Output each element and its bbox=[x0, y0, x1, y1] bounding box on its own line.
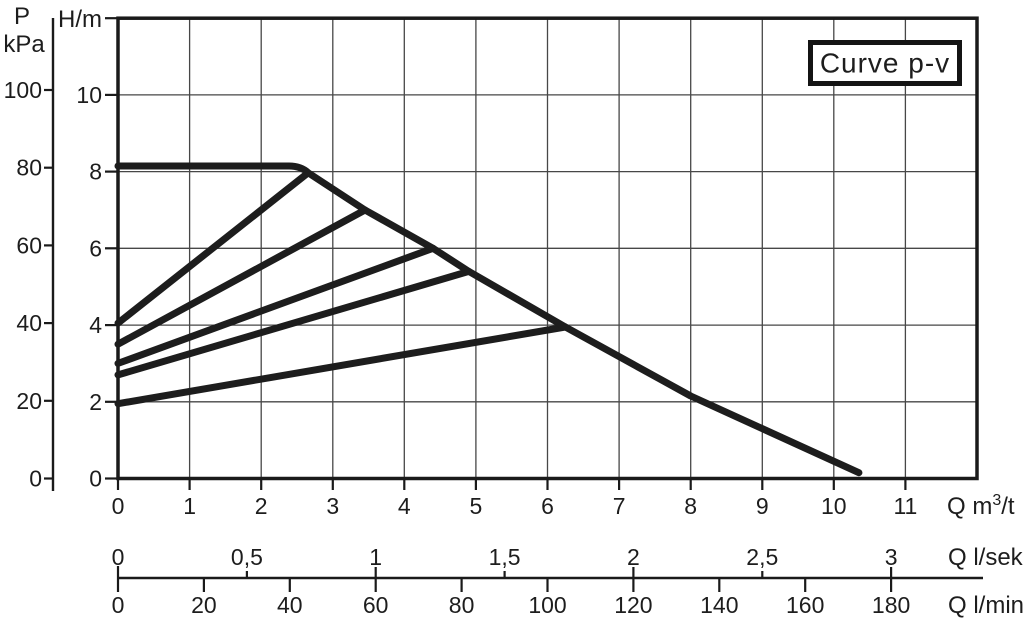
flow-m3h-tick-label: 6 bbox=[541, 493, 554, 519]
flow-lmin-tick-label: 60 bbox=[363, 592, 389, 618]
flow-m3h-tick-label: 3 bbox=[326, 493, 339, 519]
flow-lmin-tick-label: 160 bbox=[786, 592, 824, 618]
legend-box bbox=[808, 40, 962, 86]
pressure-axis-letter: P bbox=[14, 3, 30, 30]
flow-m3h-tick-label: 7 bbox=[613, 493, 626, 519]
flow-ls-tick-label: 1 bbox=[369, 544, 382, 570]
flow-ls-tick-label: 3 bbox=[885, 544, 898, 570]
flow-ls-tick-label: 0 bbox=[112, 544, 125, 570]
head-tick-label: 8 bbox=[89, 159, 102, 185]
flow-m3h-axis: 0 1 2 3 4 5 6 7 8 9 10 11 Q m3/t bbox=[112, 480, 1015, 520]
pv-control-curve-4 bbox=[114, 267, 473, 379]
flow-lmin-tick-label: 80 bbox=[449, 592, 475, 618]
flow-m3h-tick-label: 4 bbox=[398, 493, 411, 519]
flow-ls-tick-label: 0,5 bbox=[231, 544, 263, 570]
head-tick-label: 10 bbox=[76, 82, 102, 108]
flow-lmin-tick-label: 100 bbox=[528, 592, 566, 618]
pump-curves bbox=[114, 162, 863, 477]
legend-label: Curve p-v bbox=[820, 48, 950, 79]
flow-lmin-tick-label: 180 bbox=[872, 592, 910, 618]
flow-m3h-tick-label: 10 bbox=[821, 493, 847, 519]
pressure-tick-label: 80 bbox=[16, 155, 42, 181]
pv-control-curve-2 bbox=[114, 206, 369, 348]
pressure-axis: P kPa 0 20 40 60 80 100 bbox=[3, 3, 55, 492]
pressure-tick-label: 40 bbox=[16, 310, 42, 336]
head-tick-label: 0 bbox=[89, 466, 102, 492]
pressure-tick-label: 20 bbox=[16, 388, 42, 414]
head-tick-label: 6 bbox=[89, 235, 102, 261]
flow-m3h-tick-label: 11 bbox=[893, 493, 917, 519]
pressure-tick-label: 0 bbox=[29, 466, 42, 492]
flow-m3h-tick-label: 8 bbox=[684, 493, 697, 519]
flow-m3h-tick-label: 0 bbox=[112, 493, 125, 519]
horizontal-gridlines bbox=[118, 94, 977, 403]
flow-m3h-tick-label: 9 bbox=[756, 493, 769, 519]
head-axis-unit: H/m bbox=[58, 6, 102, 33]
flow-lmin-tick-label: 0 bbox=[112, 592, 125, 618]
flow-m3h-tick-label: 2 bbox=[255, 493, 268, 519]
flow-lmin-tick-label: 120 bbox=[614, 592, 652, 618]
pressure-tick-label: 100 bbox=[4, 77, 42, 103]
plot-frame bbox=[116, 16, 979, 481]
pressure-axis-unit: kPa bbox=[3, 31, 45, 58]
flow-m3h-axis-unit: Q m3/t bbox=[947, 492, 1015, 520]
pv-control-curve-1 bbox=[114, 171, 310, 327]
head-axis: H/m 0 2 4 6 8 10 bbox=[58, 6, 117, 492]
flow-ls-tick-label: 2,5 bbox=[746, 544, 778, 570]
pressure-tick-label: 60 bbox=[16, 232, 42, 258]
flow-ls-axis-unit: Q l/sek bbox=[948, 544, 1024, 571]
flow-ls-tick-label: 2 bbox=[627, 544, 640, 570]
head-tick-label: 2 bbox=[89, 389, 102, 415]
legend: Curve p-v bbox=[808, 40, 962, 86]
flow-m3h-tick-label: 1 bbox=[183, 493, 196, 519]
max-speed-curve bbox=[114, 162, 863, 477]
flow-m3h-tick-label: 5 bbox=[470, 493, 483, 519]
flow-lmin-axis-unit: Q l/min bbox=[948, 592, 1024, 619]
flow-ls-tick-label: 1,5 bbox=[489, 544, 521, 570]
flow-lmin-tick-label: 140 bbox=[700, 592, 738, 618]
flow-lmin-tick-label: 40 bbox=[277, 592, 303, 618]
pv-control-curve-3 bbox=[114, 244, 437, 367]
flow-ls-lmin-axis: 0 0,5 1 1,5 2 2,5 3 Q l/sek 0 20 40 60 8… bbox=[112, 544, 1024, 619]
pv-control-curve-5 bbox=[114, 323, 569, 408]
head-tick-label: 4 bbox=[89, 312, 102, 338]
flow-lmin-tick-label: 20 bbox=[191, 592, 217, 618]
